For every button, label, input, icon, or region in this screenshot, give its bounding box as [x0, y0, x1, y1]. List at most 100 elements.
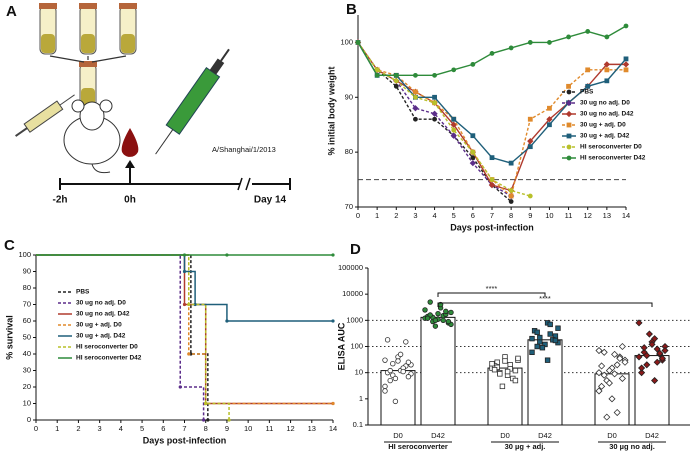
data-point — [640, 344, 648, 352]
data-point — [403, 339, 409, 345]
x-tick-label: 12 — [286, 424, 294, 433]
significance-label: **** — [486, 284, 498, 293]
step-point — [225, 253, 229, 257]
data-point — [382, 383, 388, 390]
data-point — [603, 61, 611, 68]
data-point — [382, 388, 388, 394]
data-point — [529, 349, 535, 356]
data-point — [392, 375, 399, 382]
x-tick-label: 9 — [528, 211, 532, 220]
legend-label: 30 ug + adj. D0 — [580, 122, 626, 129]
y-tick-label: 100000 — [338, 263, 363, 272]
data-point — [595, 387, 603, 395]
data-point — [470, 133, 476, 139]
legend-label: PBS — [580, 89, 594, 96]
data-point — [600, 348, 608, 356]
y-tick-label: 1 — [359, 394, 363, 403]
data-point — [527, 116, 533, 122]
x-tick-label: 6 — [161, 424, 165, 433]
data-point — [504, 368, 511, 375]
step-point — [201, 418, 206, 422]
data-point — [598, 382, 606, 390]
data-point — [622, 61, 630, 68]
group-label: 30 µg + adj. — [505, 442, 546, 451]
panel-label: A — [6, 3, 17, 20]
y-tick-label: 50 — [23, 332, 31, 341]
x-tick-label: D0 — [393, 431, 403, 440]
y-tick-label: 10 — [355, 368, 363, 377]
data-point — [527, 40, 533, 45]
data-point — [374, 67, 380, 73]
data-point — [604, 34, 610, 40]
y-tick-label: 30 — [23, 365, 31, 374]
data-point — [400, 368, 406, 375]
data-point — [413, 89, 418, 95]
data-point — [661, 346, 669, 355]
data-point — [635, 319, 643, 327]
legend-label: HI seroconverter D0 — [580, 144, 642, 151]
data-point — [470, 149, 476, 155]
data-point — [534, 329, 540, 335]
data-point — [508, 193, 514, 199]
data-point — [427, 299, 433, 305]
data-point — [384, 337, 391, 343]
data-point — [527, 193, 533, 199]
legend-label: 30 ug no adj. D42 — [76, 311, 130, 318]
data-point — [450, 121, 457, 128]
data-point — [605, 367, 613, 375]
data-point — [488, 181, 496, 189]
x-tick-label: 7 — [182, 424, 186, 433]
y-tick-label: 0 — [27, 415, 31, 424]
step-point — [178, 385, 182, 389]
data-point — [515, 355, 521, 362]
survival-curve — [36, 254, 209, 420]
data-point — [616, 354, 624, 362]
x-tick-label: D0 — [500, 431, 510, 440]
group-label: HI seroconverter — [388, 442, 448, 451]
data-point — [451, 116, 457, 122]
y-tick-label: 0.1 — [353, 420, 363, 429]
data-point — [432, 317, 439, 324]
x-tick-label: 3 — [98, 424, 102, 433]
data-point — [412, 105, 419, 112]
step-point — [182, 302, 187, 307]
y-axis-title: % initial body weight — [326, 66, 336, 155]
y-tick-label: 10000 — [342, 289, 363, 298]
data-point — [469, 159, 477, 167]
data-point — [397, 351, 404, 358]
y-tick-label: 60 — [23, 316, 31, 325]
x-tick-label: 14 — [622, 211, 630, 220]
y-tick-label: 100 — [340, 37, 353, 46]
legend-marker — [566, 144, 572, 150]
data-point — [534, 343, 540, 350]
step-point — [331, 319, 335, 323]
data-point — [355, 40, 361, 45]
data-point — [585, 83, 591, 89]
data-point — [566, 83, 571, 89]
legend-label: PBS — [76, 289, 90, 296]
legend-label: 30 ug + adj. D0 — [76, 322, 122, 329]
data-point — [489, 177, 495, 182]
group-label: 30 µg no adj. — [609, 442, 655, 451]
y-axis-title: ELISA AUC — [336, 322, 346, 370]
data-point — [508, 188, 514, 193]
data-point — [643, 361, 651, 369]
legend-marker — [566, 155, 572, 161]
data-point — [413, 94, 418, 100]
legend-label: 30 ug no adj. D0 — [580, 100, 630, 107]
legend-label: 30 ug no adj. D42 — [580, 111, 634, 118]
x-axis-title: Days post-infection — [450, 222, 534, 232]
data-point — [424, 315, 431, 321]
data-point — [547, 331, 553, 337]
data-point — [405, 374, 412, 380]
significance-bracket — [437, 292, 546, 297]
data-point — [432, 94, 437, 100]
y-tick-label: 90 — [345, 92, 353, 101]
legend-label: 30 ug + adj. D42 — [76, 333, 126, 340]
x-tick-label: 3 — [413, 211, 417, 220]
step-point — [331, 253, 335, 257]
data-point — [618, 374, 626, 383]
data-point — [470, 155, 476, 161]
data-point — [445, 318, 452, 325]
data-point — [656, 349, 664, 357]
